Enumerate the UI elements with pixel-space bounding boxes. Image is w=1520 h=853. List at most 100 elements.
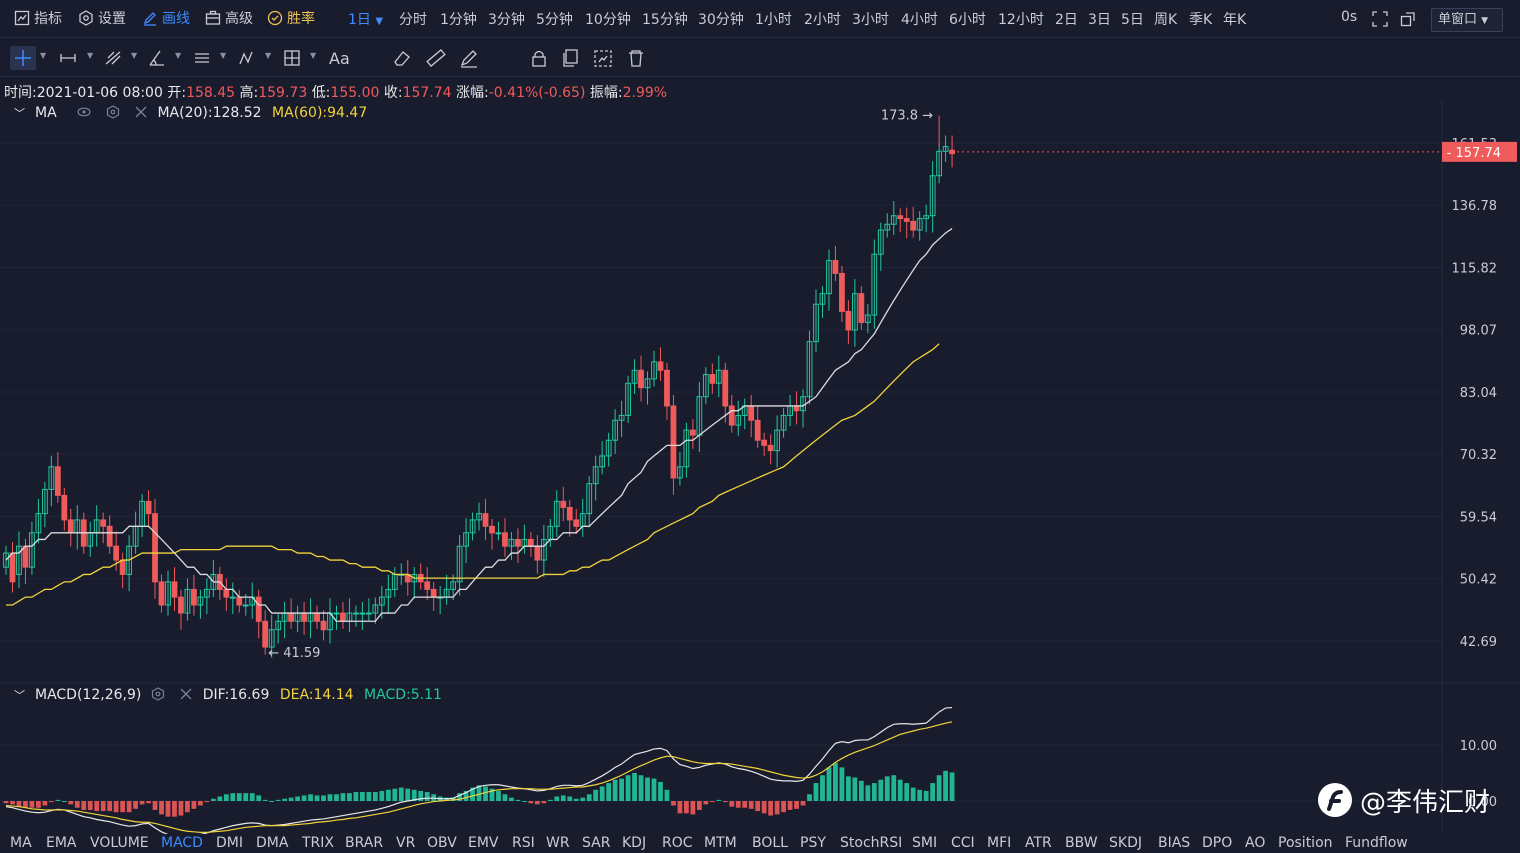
candle-body [372,604,379,614]
chart-area[interactable]: 42.69 50.42 59.54 70.32 83.04 98.07 115.82 136.… [0,100,1520,834]
tab-skdj[interactable]: SKDJ [1109,835,1142,851]
tab-psy[interactable]: PSY [800,835,826,851]
collapse-chevron-icon[interactable]: ﹀ [14,107,25,120]
copy-icon[interactable] [558,46,584,70]
tab-stochrsi[interactable]: StochRSI [840,835,903,851]
chevron-down-icon[interactable]: ▼ [265,51,272,60]
measure-icon[interactable] [280,46,306,70]
interval-30m[interactable]: 30分钟 [698,12,744,28]
ruler-icon[interactable] [423,46,449,70]
tab-position[interactable]: Position [1278,835,1333,851]
tab-mfi[interactable]: MFI [987,835,1012,851]
tab-boll[interactable]: BOLL [752,835,788,851]
candle-body [113,545,120,561]
tab-emv[interactable]: EMV [468,835,499,851]
advanced-button[interactable]: 高级 [205,9,253,29]
chevron-down-icon[interactable]: ▼ [310,51,317,60]
lock-icon[interactable] [526,46,552,70]
popout-icon[interactable] [1400,11,1416,27]
interval-6h[interactable]: 6小时 [949,12,986,28]
settings-gear-icon[interactable] [151,687,165,701]
macd-histogram-bar [560,795,566,801]
tab-dpo[interactable]: DPO [1202,835,1233,851]
chevron-down-icon[interactable]: ▼ [131,51,138,60]
drawing-button[interactable]: 画线 [142,9,190,29]
tab-trix[interactable]: TRIX [302,835,334,851]
interval-15m[interactable]: 15分钟 [642,12,688,28]
tab-obv[interactable]: OBV [427,835,457,851]
interval-timeshare[interactable]: 分时 [399,12,427,28]
tab-roc[interactable]: ROC [662,835,693,851]
interval-1d[interactable]: 1日 ▼ [348,9,383,29]
interval-quarter[interactable]: 季K [1189,12,1213,28]
trend-line-icon[interactable] [101,46,127,70]
pencil-icon[interactable] [457,46,483,70]
interval-3d[interactable]: 3日 [1088,12,1111,28]
chevron-down-icon[interactable]: ▼ [87,51,94,60]
tab-brar[interactable]: BRAR [345,835,384,851]
macd-histogram-bar [87,801,93,810]
chevron-down-icon: ▼ [375,16,384,27]
tab-rsi[interactable]: RSI [512,835,535,851]
macd-histogram-bar [308,794,313,801]
tab-sar[interactable]: SAR [582,835,611,851]
interval-3h[interactable]: 3小时 [852,12,889,28]
close-icon[interactable] [134,105,148,119]
fibonacci-icon[interactable] [235,46,261,70]
tab-smi[interactable]: SMI [912,835,938,851]
tab-cci[interactable]: CCI [951,835,975,851]
collapse-chevron-icon[interactable]: ﹀ [14,689,25,702]
tab-dmi[interactable]: DMI [216,835,243,851]
tab-macd[interactable]: MACD [161,835,203,851]
interval-5m[interactable]: 5分钟 [536,12,573,28]
interval-1m[interactable]: 1分钟 [440,12,477,28]
tab-dma[interactable]: DMA [256,835,289,851]
tab-kdj[interactable]: KDJ [622,835,647,851]
interval-4h[interactable]: 4小时 [901,12,938,28]
macd-histogram-bar [398,787,404,801]
tab-bias[interactable]: BIAS [1158,835,1191,851]
crosshair-icon[interactable] [10,46,36,70]
chevron-down-icon[interactable]: ▼ [220,51,227,60]
tab-ma[interactable]: MA [10,835,32,851]
tab-ao[interactable]: AO [1245,835,1266,851]
eraser-icon[interactable] [389,46,415,70]
candle-body [340,612,346,622]
candle-body [618,414,625,421]
tab-vr[interactable]: VR [396,835,416,851]
tab-volume[interactable]: VOLUME [90,835,149,851]
chevron-down-icon[interactable]: ▼ [175,51,182,60]
angle-icon[interactable] [145,46,171,70]
tab-ema[interactable]: EMA [46,835,77,851]
window-mode-select[interactable]: 单窗口 ▼ [1431,8,1503,32]
settings-button[interactable]: 设置 [78,9,126,29]
interval-10m[interactable]: 10分钟 [585,12,631,28]
close-icon[interactable] [179,687,193,701]
text-tool-button[interactable]: Aa [329,49,350,68]
tab-mtm[interactable]: MTM [704,835,737,851]
interval-12h[interactable]: 12小时 [998,12,1044,28]
screenshot-icon[interactable] [590,46,616,70]
trash-icon[interactable] [623,46,649,70]
tab-fundflow[interactable]: Fundflow [1345,835,1408,851]
chevron-down-icon[interactable]: ▼ [40,51,47,60]
interval-2h[interactable]: 2小时 [804,12,841,28]
interval-week[interactable]: 周K [1154,12,1178,28]
fullscreen-icon[interactable] [1372,11,1388,27]
interval-1h[interactable]: 1小时 [755,12,792,28]
interval-2d[interactable]: 2日 [1055,12,1078,28]
tab-wr[interactable]: WR [546,835,570,851]
tab-atr[interactable]: ATR [1025,835,1052,851]
tab-bbw[interactable]: BBW [1065,835,1098,851]
horizontal-ray-icon[interactable] [57,46,83,70]
indicator-button[interactable]: 指标 [14,9,62,29]
interval-3m[interactable]: 3分钟 [488,12,525,28]
settings-gear-icon[interactable] [106,105,120,119]
eye-icon[interactable] [77,105,91,119]
interval-5d[interactable]: 5日 [1121,12,1144,28]
interval-year[interactable]: 年K [1223,12,1247,28]
macd-histogram-bar [515,799,521,801]
parallel-channel-icon[interactable] [190,46,216,70]
winrate-button[interactable]: 胜率 [267,9,315,29]
candle-body [61,494,68,521]
